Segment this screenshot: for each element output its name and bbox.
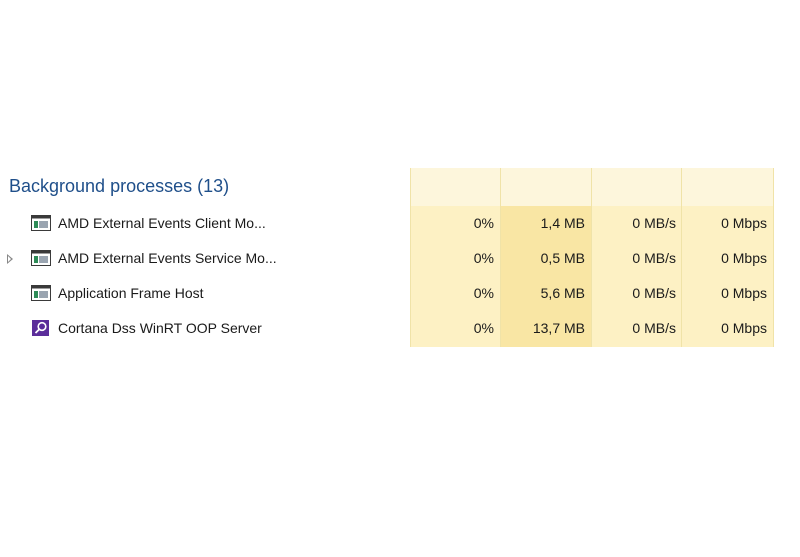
- cpu-column-header[interactable]: [411, 168, 500, 206]
- network-column: [682, 168, 774, 347]
- process-name: AMD External Events Service Mo...: [58, 250, 277, 266]
- process-name: Application Frame Host: [58, 285, 204, 301]
- disk-column-body: [592, 206, 681, 347]
- disk-value: 0 MB/s: [632, 285, 676, 301]
- process-row[interactable]: AMD External Events Service Mo... 0% 0,5…: [0, 243, 774, 277]
- memory-column-header[interactable]: [501, 168, 591, 206]
- network-value: 0 Mbps: [721, 285, 767, 301]
- memory-value: 5,6 MB: [540, 285, 585, 301]
- process-row[interactable]: Cortana Dss WinRT OOP Server 0% 13,7 MB …: [0, 313, 774, 347]
- cpu-value: 0%: [473, 285, 494, 301]
- cortana-search-icon: [32, 320, 49, 336]
- memory-column: [501, 168, 592, 347]
- cpu-column: [410, 168, 501, 347]
- expand-chevron-icon[interactable]: [7, 254, 13, 264]
- process-name: Cortana Dss WinRT OOP Server: [58, 320, 262, 336]
- network-column-body: [682, 206, 773, 347]
- cpu-value: 0%: [473, 320, 494, 336]
- disk-column: [592, 168, 682, 347]
- disk-column-header[interactable]: [592, 168, 681, 206]
- network-value: 0 Mbps: [721, 320, 767, 336]
- memory-value: 13,7 MB: [532, 320, 585, 336]
- memory-value: 1,4 MB: [540, 215, 585, 231]
- disk-value: 0 MB/s: [632, 250, 676, 266]
- memory-column-body: [501, 206, 591, 347]
- cpu-value: 0%: [473, 250, 494, 266]
- network-value: 0 Mbps: [721, 250, 767, 266]
- memory-value: 0,5 MB: [540, 250, 585, 266]
- disk-value: 0 MB/s: [632, 215, 676, 231]
- cpu-value: 0%: [473, 215, 494, 231]
- process-name: AMD External Events Client Mo...: [58, 215, 266, 231]
- window-app-icon: [31, 215, 51, 231]
- network-column-header[interactable]: [682, 168, 773, 206]
- cpu-column-body: [411, 206, 500, 347]
- network-value: 0 Mbps: [721, 215, 767, 231]
- window-app-icon: [31, 285, 51, 301]
- disk-value: 0 MB/s: [632, 320, 676, 336]
- process-row[interactable]: AMD External Events Client Mo... 0% 1,4 …: [0, 208, 774, 242]
- window-app-icon: [31, 250, 51, 266]
- section-title[interactable]: Background processes (13): [9, 176, 230, 196]
- process-row[interactable]: Application Frame Host 0% 5,6 MB 0 MB/s …: [0, 278, 774, 312]
